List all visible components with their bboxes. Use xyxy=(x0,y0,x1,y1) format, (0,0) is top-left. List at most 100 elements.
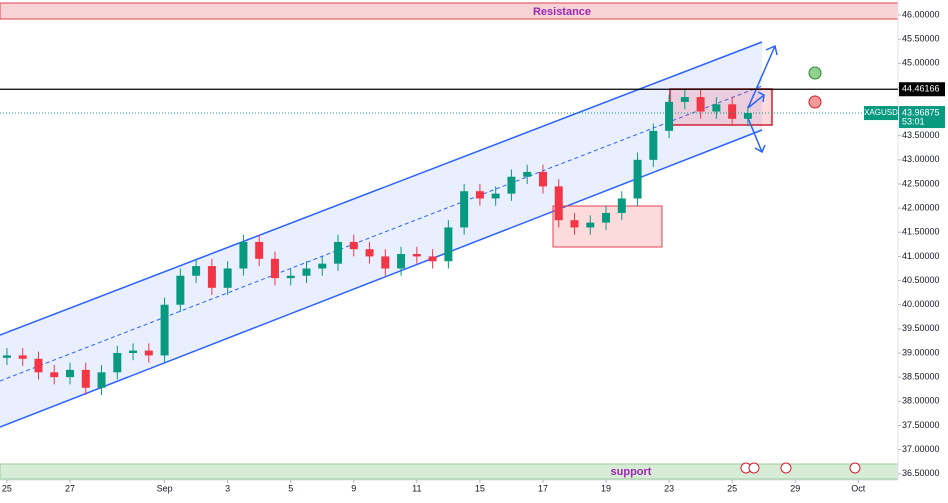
support-zone xyxy=(0,463,899,480)
candle-body xyxy=(523,171,532,177)
x-tick-label: 11 xyxy=(412,483,421,493)
candle-body xyxy=(302,268,311,276)
candle-body xyxy=(475,191,484,199)
channel-upper xyxy=(0,41,763,336)
candle-body xyxy=(602,212,611,223)
y-tick-label: 45.50000 xyxy=(902,33,940,43)
candle-body xyxy=(144,350,153,356)
candle-body xyxy=(728,104,737,119)
y-tick-label: 43.50000 xyxy=(902,130,940,140)
channel-mid xyxy=(0,85,763,382)
symbol-label: XAGUSD xyxy=(864,108,898,117)
arrow xyxy=(747,45,776,109)
candle-body xyxy=(696,97,705,112)
candle-body xyxy=(97,372,106,388)
candle-body xyxy=(633,159,642,199)
candle-body xyxy=(349,241,358,250)
event-icon xyxy=(748,462,760,474)
arrow-head xyxy=(757,91,765,103)
x-tick-label: 29 xyxy=(790,483,800,493)
support-label: support xyxy=(611,466,652,478)
y-tick-label: 42.00000 xyxy=(902,203,940,213)
y-tick-label: 37.50000 xyxy=(902,420,940,430)
arrow-head xyxy=(765,44,778,56)
candle-body xyxy=(2,355,11,358)
symbol-box xyxy=(864,106,898,121)
y-tick-label: 40.00000 xyxy=(902,299,940,309)
x-tick-label: 19 xyxy=(601,483,611,493)
candle-body xyxy=(412,254,421,257)
candle-body xyxy=(397,254,406,269)
x-tick-label: 23 xyxy=(664,483,674,493)
event-icon xyxy=(780,462,792,474)
y-tick-label: 41.50000 xyxy=(902,227,940,237)
range-box xyxy=(552,205,663,248)
y-tick-label: 46.00000 xyxy=(902,9,940,19)
last-price-label: 43.96875 xyxy=(902,107,940,117)
x-tick-label: 15 xyxy=(475,483,485,493)
candle-body xyxy=(554,186,563,221)
x-tick-label: Sep xyxy=(157,483,173,493)
y-tick-label: 38.50000 xyxy=(902,372,940,382)
y-tick-label: 43.00000 xyxy=(902,154,940,164)
y-tick-label: 39.00000 xyxy=(902,347,940,357)
range-box xyxy=(669,88,773,126)
candle-body xyxy=(176,275,185,305)
y-tick-label: 45.00000 xyxy=(902,58,940,68)
resistance-label: Resistance xyxy=(533,6,591,18)
x-tick-label: 25 xyxy=(727,483,737,493)
candle-body xyxy=(113,352,122,373)
arrow-head xyxy=(754,144,766,154)
countdown-label: 53:01 xyxy=(902,116,925,126)
y-tick-label: 38.00000 xyxy=(902,396,940,406)
candle-body xyxy=(334,241,343,264)
channel-fill xyxy=(0,42,762,427)
candle-body xyxy=(680,97,689,102)
candle-body xyxy=(649,130,658,160)
y-tick-label: 41.00000 xyxy=(902,251,940,261)
arrow xyxy=(747,94,765,109)
candle-body xyxy=(255,241,264,259)
candle-body xyxy=(507,176,516,194)
candle-body xyxy=(129,350,138,353)
arrow xyxy=(747,117,763,153)
candle-body xyxy=(570,220,579,228)
x-tick-label: Oct xyxy=(851,483,866,493)
candle-body xyxy=(34,358,43,373)
y-tick-label: 39.50000 xyxy=(902,323,940,333)
candle-body xyxy=(239,241,248,269)
x-tick-label: 17 xyxy=(538,483,548,493)
x-tick-label: 27 xyxy=(65,483,75,493)
x-tick-label: 5 xyxy=(288,483,293,493)
event-icon xyxy=(849,462,861,474)
candle-body xyxy=(81,369,90,388)
candle-body xyxy=(665,101,674,131)
candle-body xyxy=(207,266,216,288)
candle-body xyxy=(192,266,201,276)
level-label-box xyxy=(899,82,945,97)
candle-body xyxy=(18,355,27,359)
candle-body xyxy=(428,256,437,262)
candle-body xyxy=(223,268,232,288)
candle-body xyxy=(460,191,469,228)
y-tick-label: 37.00000 xyxy=(902,444,940,454)
candle-body xyxy=(491,193,500,199)
y-tick-label: 36.50000 xyxy=(902,468,940,478)
y-tick-label: 42.50000 xyxy=(902,178,940,188)
x-tick-label: 25 xyxy=(2,483,12,493)
candle-body xyxy=(538,171,547,187)
candle-body xyxy=(160,304,169,356)
level-label: 44.46166 xyxy=(902,84,940,94)
resistance-zone xyxy=(0,2,899,20)
candle-body xyxy=(286,275,295,279)
candle-body xyxy=(65,369,74,378)
candle-body xyxy=(365,249,374,257)
x-tick-label: 3 xyxy=(225,483,230,493)
candle-body xyxy=(617,198,626,213)
candle-body xyxy=(586,222,595,228)
signal-up xyxy=(808,66,822,80)
candle-body xyxy=(50,372,59,378)
y-tick-label: 40.50000 xyxy=(902,275,940,285)
